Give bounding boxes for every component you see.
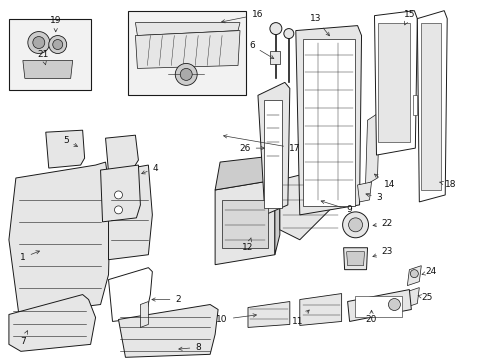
Text: 9: 9 (321, 201, 352, 215)
Circle shape (49, 36, 66, 54)
Polygon shape (118, 305, 218, 357)
Text: 16: 16 (221, 10, 263, 23)
Polygon shape (108, 165, 152, 260)
Circle shape (33, 37, 45, 49)
Bar (302, 39, 354, 206)
Text: 12: 12 (242, 238, 253, 252)
Text: 20: 20 (365, 310, 376, 324)
Polygon shape (405, 288, 419, 307)
Text: 15: 15 (403, 10, 414, 25)
Polygon shape (374, 11, 416, 155)
Polygon shape (416, 11, 447, 202)
Circle shape (53, 40, 62, 50)
Polygon shape (9, 162, 110, 315)
Text: 13: 13 (309, 14, 329, 36)
Polygon shape (347, 289, 410, 321)
Circle shape (28, 32, 50, 54)
Polygon shape (140, 302, 148, 328)
Polygon shape (135, 31, 240, 68)
Polygon shape (215, 180, 274, 265)
Bar (354, 296, 402, 318)
Text: 7: 7 (20, 331, 28, 346)
Polygon shape (105, 135, 138, 172)
Text: 10: 10 (216, 314, 256, 324)
Circle shape (283, 28, 293, 39)
Text: 22: 22 (372, 219, 392, 228)
Text: 25: 25 (417, 293, 432, 302)
Circle shape (114, 206, 122, 214)
Text: 23: 23 (372, 247, 392, 257)
Polygon shape (258, 82, 289, 215)
Text: 21: 21 (37, 50, 48, 65)
Bar (128, 11, 245, 95)
Text: 18: 18 (439, 180, 456, 189)
Polygon shape (247, 302, 289, 328)
Circle shape (175, 63, 197, 85)
Polygon shape (274, 155, 279, 255)
Polygon shape (135, 23, 240, 36)
Polygon shape (407, 266, 421, 285)
Polygon shape (279, 165, 344, 240)
Text: 11: 11 (291, 310, 308, 326)
Text: 17: 17 (223, 135, 300, 153)
Text: 5: 5 (62, 136, 77, 147)
Circle shape (348, 218, 362, 232)
Circle shape (409, 270, 417, 278)
Polygon shape (346, 252, 364, 266)
Circle shape (180, 68, 192, 80)
Circle shape (342, 212, 368, 238)
Polygon shape (108, 268, 152, 321)
Polygon shape (412, 95, 416, 115)
Bar (222, 200, 267, 248)
Polygon shape (46, 130, 84, 168)
Text: 19: 19 (50, 16, 61, 32)
Text: 2: 2 (152, 295, 181, 304)
Polygon shape (365, 112, 379, 185)
Text: 8: 8 (179, 343, 201, 352)
Polygon shape (101, 165, 140, 222)
Text: 1: 1 (20, 251, 40, 262)
Text: 3: 3 (365, 193, 382, 202)
Bar (269, 50, 279, 64)
Polygon shape (357, 182, 371, 202)
Text: 24: 24 (421, 267, 436, 276)
Polygon shape (215, 155, 279, 190)
Bar (421, 23, 440, 190)
Polygon shape (23, 60, 73, 78)
Text: 6: 6 (248, 41, 273, 59)
Bar (264, 100, 281, 208)
Text: 14: 14 (374, 174, 394, 189)
Text: 4: 4 (142, 163, 158, 174)
Circle shape (114, 191, 122, 199)
Circle shape (269, 23, 281, 35)
Polygon shape (9, 294, 95, 351)
Polygon shape (299, 293, 341, 325)
Polygon shape (295, 26, 361, 215)
Bar (9, 19, 90, 90)
Polygon shape (343, 248, 367, 270)
Text: 26: 26 (239, 144, 264, 153)
Circle shape (387, 298, 400, 310)
Bar (378, 23, 409, 142)
